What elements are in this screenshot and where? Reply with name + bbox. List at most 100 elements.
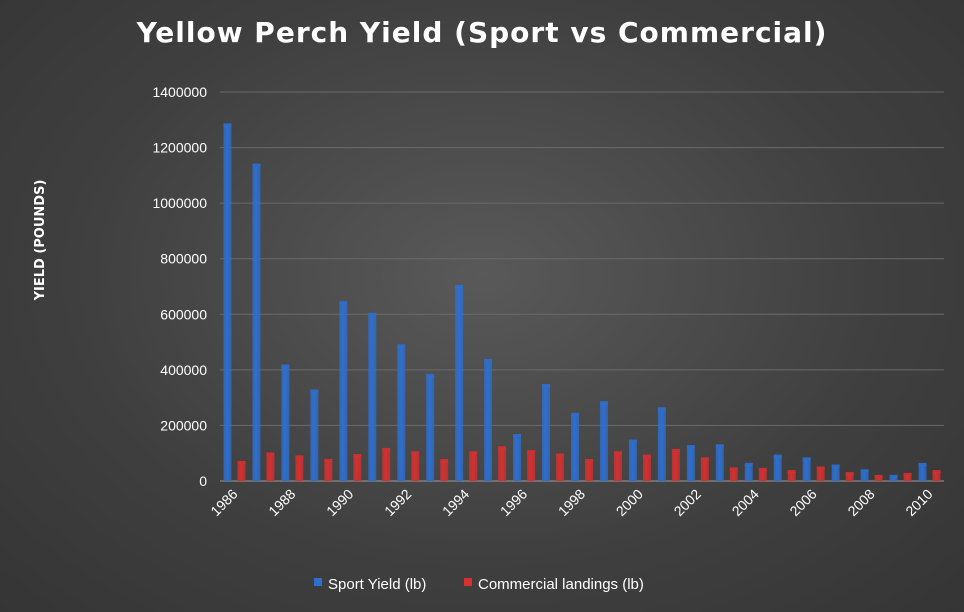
bar-commercial-landings	[932, 472, 941, 481]
y-tick-label: 800000	[160, 251, 207, 267]
bar-cap	[571, 412, 579, 416]
x-tick-label: 2004	[729, 486, 762, 519]
bar-sport-yield	[513, 435, 522, 481]
bar-cap	[686, 445, 695, 449]
bar-cap	[440, 458, 449, 462]
bar-commercial-landings	[758, 469, 767, 481]
bar-cap	[787, 470, 796, 474]
bar-cap	[903, 472, 912, 476]
bar-sport-yield	[628, 441, 637, 481]
x-tick-label: 2002	[671, 486, 704, 519]
bar-cap	[310, 389, 319, 393]
bar-sport-yield	[310, 391, 319, 481]
y-axis: 0 200000 400000 600000 800000 1000000 1200000 1…	[152, 84, 207, 489]
bar-cap	[889, 474, 898, 478]
bar-cap	[700, 457, 709, 461]
x-tick-label: 1988	[265, 486, 298, 519]
bar-cap	[628, 439, 637, 443]
x-tick-label: 1986	[207, 486, 240, 519]
bar-cap	[932, 470, 941, 474]
y-tick-label: 200000	[160, 417, 207, 433]
bar-cap	[860, 469, 869, 473]
bar-commercial-landings	[816, 468, 825, 481]
bar-cap	[513, 433, 522, 437]
bar-cap	[266, 452, 275, 456]
bar-cap	[657, 407, 666, 411]
bar-cap	[223, 123, 232, 127]
bar-commercial-landings	[700, 459, 709, 481]
bar-sport-yield	[368, 314, 377, 481]
bar-commercial-landings	[671, 450, 680, 481]
bar-cap	[585, 458, 593, 462]
bar-sport-yield	[744, 464, 753, 481]
bar-cap	[845, 472, 854, 476]
bar-commercial-landings	[556, 455, 565, 481]
y-tick-label: 1000000	[152, 195, 207, 211]
bar-commercial-landings	[324, 460, 333, 481]
bar-commercial-landings	[527, 452, 536, 481]
bar-sport-yield	[252, 165, 261, 481]
legend-label: Sport Yield (lb)	[328, 576, 426, 593]
bar-commercial-landings	[237, 462, 246, 481]
bar-commercial-landings	[787, 472, 796, 481]
bar-commercial-landings	[874, 476, 883, 481]
bar-sport-yield	[599, 403, 608, 481]
bar-cap	[729, 467, 738, 471]
bar-cap	[831, 464, 840, 468]
bar-commercial-landings	[585, 460, 593, 481]
bar-cap	[426, 373, 435, 377]
bar-commercial-landings	[440, 460, 449, 481]
bar-sport-yield	[484, 360, 493, 481]
bar-sport-yield	[426, 375, 435, 481]
bar-cap	[527, 450, 536, 454]
bar-commercial-landings	[642, 456, 651, 481]
bar-cap	[613, 451, 622, 455]
x-tick-label: 2010	[902, 486, 935, 519]
bar-commercial-landings	[295, 457, 304, 481]
x-tick-label: 1998	[555, 486, 588, 519]
bar-sport-yield	[802, 459, 811, 481]
bar-sport-yield	[715, 446, 724, 481]
x-tick-label: 1992	[381, 486, 414, 519]
bar-sport-yield	[571, 414, 579, 481]
bar-cap	[715, 444, 724, 448]
bar-cap	[455, 285, 464, 289]
y-tick-label: 400000	[160, 362, 207, 378]
x-tick-label: 1990	[323, 486, 356, 519]
x-tick-label: 2006	[786, 486, 819, 519]
bar-sport-yield	[542, 385, 551, 481]
x-axis: 1986 1988 1990 1992 1994 1996 1998 2000 2002 2004…	[207, 486, 936, 519]
bar-sport-yield	[223, 125, 232, 481]
bar-commercial-landings	[266, 454, 275, 481]
bar-cap	[642, 454, 651, 458]
bar-cap	[556, 453, 565, 457]
bar-commercial-landings	[411, 453, 420, 481]
chart-title: Yellow Perch Yield (Sport vs Commercial)	[136, 16, 828, 49]
bar-cap	[542, 383, 551, 387]
bar-cap	[368, 312, 377, 316]
bar-commercial-landings	[613, 453, 622, 481]
bar-cap	[339, 301, 348, 305]
bar-commercial-landings	[382, 449, 391, 481]
gridlines	[220, 91, 944, 482]
legend: Sport Yield (lb) Commercial landings (lb)	[314, 576, 644, 593]
x-tick-label: 1996	[497, 486, 530, 519]
legend-swatch	[314, 578, 322, 586]
y-tick-label: 1200000	[152, 140, 207, 156]
y-tick-label: 1400000	[152, 84, 207, 100]
legend-label: Commercial landings (lb)	[478, 576, 644, 593]
x-tick-label: 2008	[844, 486, 877, 519]
bar-commercial-landings	[353, 455, 362, 481]
bar-sport-yield	[918, 464, 927, 481]
bar-commercial-landings	[903, 474, 912, 481]
bar-commercial-landings	[729, 469, 738, 481]
x-tick-label: 2000	[613, 486, 646, 519]
bar-sport-yield	[773, 456, 782, 481]
bar-commercial-landings	[469, 453, 478, 481]
bar-commercial-landings	[845, 474, 854, 481]
bar-sport-yield	[281, 366, 290, 481]
bar-cap	[498, 446, 507, 450]
y-axis-label: YIELD (POUNDS)	[33, 180, 48, 302]
bar-cap	[411, 451, 420, 455]
bars	[223, 123, 941, 481]
